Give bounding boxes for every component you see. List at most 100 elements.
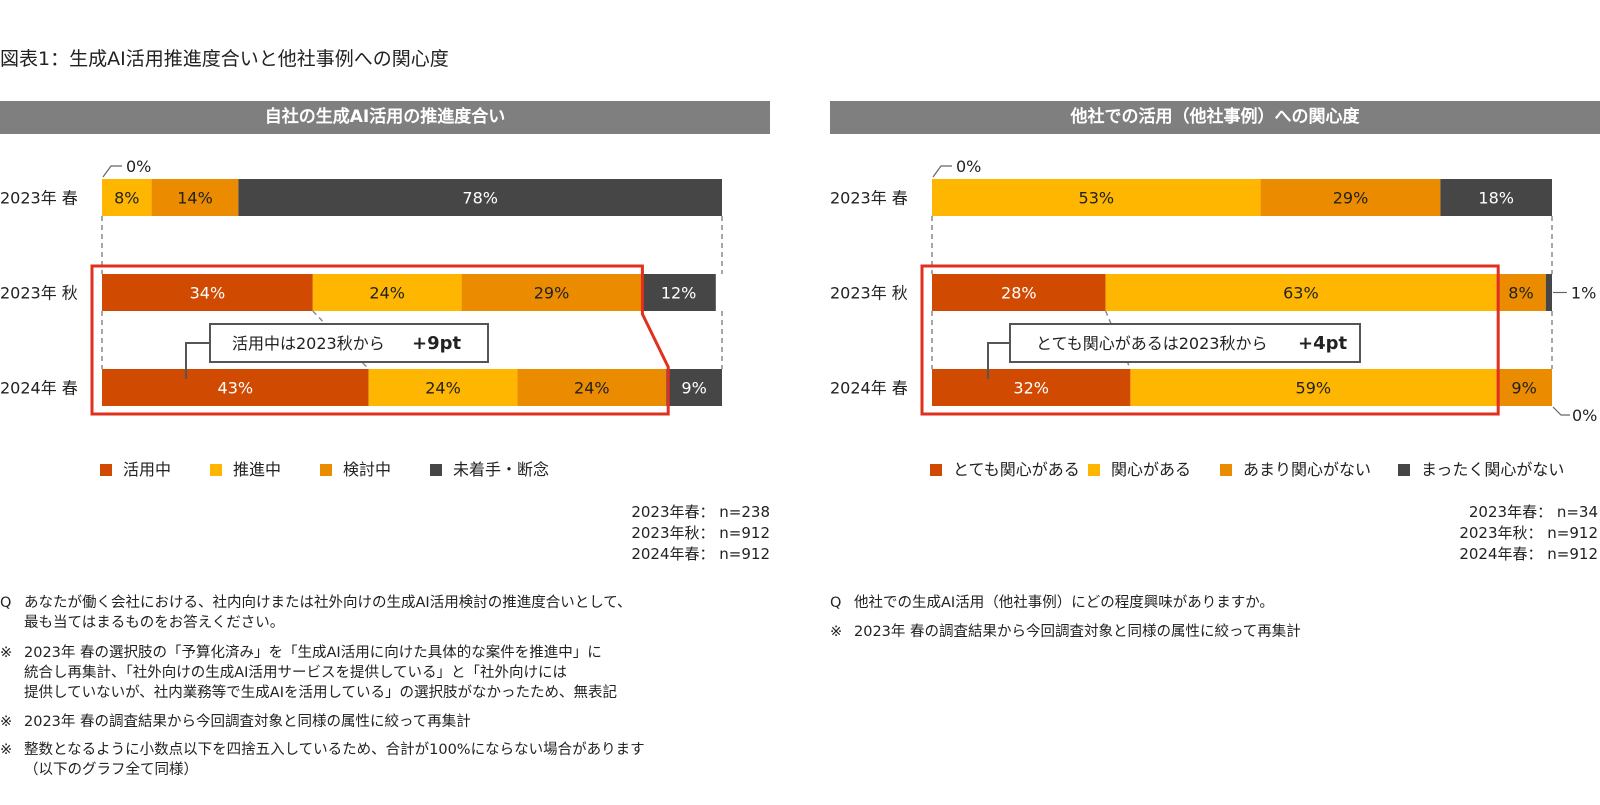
note-mark: ※ (830, 624, 843, 640)
legend-swatch (430, 464, 442, 476)
category-label: 2024年 春 (830, 379, 908, 398)
callout-emphasis: +4pt (1298, 333, 1347, 354)
chart-panel-adoption: 自社の生成AI活用の推進度合い 2023年 春 0% 8% 14% 78% 2023年 秋… (0, 101, 770, 479)
highlight-box (90, 264, 670, 416)
legend-label: 活用中 (123, 460, 171, 479)
sample-size-line: 2023年春： n=34 (1468, 503, 1598, 521)
bar-segment (151, 179, 239, 216)
bar-segment (1260, 179, 1441, 216)
value-label: 29% (1333, 189, 1369, 208)
bar-segment (461, 274, 642, 311)
callout-emphasis: +9pt (412, 333, 461, 354)
value-label: 18% (1478, 189, 1514, 208)
value-label: 59% (1296, 379, 1332, 398)
value-label: 63% (1283, 284, 1319, 303)
bar-segment (102, 369, 369, 406)
legend-swatch (1220, 464, 1232, 476)
bar-segment (1496, 369, 1552, 406)
bar-segment (238, 179, 722, 216)
callout-text: とても関心があるは2023秋から (1036, 334, 1267, 353)
panel-header-adoption: 自社の生成AI活用の推進度合い (0, 101, 770, 134)
bar-segment (102, 179, 152, 216)
sample-size-line: 2024年春： n=912 (631, 545, 770, 563)
category-label: 2023年 秋 (830, 284, 908, 303)
sample-size-line: 2023年秋： n=912 (1459, 524, 1598, 542)
bar-segment (517, 369, 667, 406)
value-label: 8% (114, 189, 139, 208)
highlight-box (920, 264, 1500, 416)
bar-segment (312, 274, 462, 311)
leader-line (932, 165, 952, 178)
value-label: 24% (574, 379, 610, 398)
category-label: 2023年 秋 (0, 284, 78, 303)
legend-label: 未着手・断念 (453, 460, 549, 479)
value-label: 28% (1001, 284, 1037, 303)
legend-swatch (210, 464, 222, 476)
legend-label: まったく関心がない (1421, 460, 1564, 479)
value-label: 14% (177, 189, 213, 208)
value-label: 0% (1572, 406, 1597, 425)
legend-label: あまり関心がない (1243, 460, 1371, 479)
callout-box (1009, 323, 1361, 363)
interest-chart: 2023年 春 0% 53% 29% 18% 2023年 秋 28% 63% 8% 1% 2024年… (830, 157, 1597, 479)
value-label: 32% (1013, 379, 1049, 398)
note-text: あなたが働く会社における、社内向けまたは社外向けの生成AI活用検討の推進度合いと… (24, 595, 632, 631)
category-label: 2024年 春 (0, 379, 78, 398)
note-mark: Q (0, 595, 12, 611)
page-title: 図表1：生成AI活用推進度合いと他社事例への関心度 (0, 48, 449, 70)
bar-segment (102, 274, 313, 311)
value-label: 0% (956, 157, 981, 176)
value-label: 78% (462, 189, 498, 208)
bar-segment (1545, 274, 1552, 311)
note-mark: Q (830, 595, 842, 611)
legend-swatch (1398, 464, 1410, 476)
legend-swatch (320, 464, 332, 476)
bar-segment (932, 179, 1261, 216)
legend-swatch (1088, 464, 1100, 476)
bar-segment (666, 369, 722, 406)
bar-segment (1496, 274, 1546, 311)
value-label: 9% (681, 379, 706, 398)
bar-segment (1105, 274, 1497, 311)
callout-box (209, 323, 489, 363)
leader-line (1552, 406, 1570, 416)
adoption-chart: 2023年 春 0% 8% 14% 78% 2023年 秋 34% 24% 29% 12% 2024… (0, 157, 723, 479)
sample-size-line: 2023年春： n=238 (631, 503, 770, 521)
bar-segment (641, 274, 716, 311)
note-mark: ※ (0, 714, 13, 730)
value-label: 8% (1508, 284, 1533, 303)
sample-size-line: 2024年春： n=912 (1459, 545, 1598, 563)
callout-pointer (987, 342, 1010, 379)
bar-segment (1130, 369, 1497, 406)
sample-size-adoption: 2023年春： n=238 2023年秋： n=912 2024年春： n=91… (540, 502, 770, 565)
bar-segment (932, 369, 1131, 406)
note-mark: ※ (0, 742, 13, 758)
note-text: 2023年 春の選択肢の「予算化済み」を「生成AI活用に向けた具体的な案件を推進… (24, 645, 618, 701)
value-label: 34% (190, 284, 226, 303)
callout-text: 活用中は2023秋から (232, 334, 385, 353)
callout-pointer (185, 342, 210, 379)
value-label: 53% (1079, 189, 1115, 208)
legend-label: 検討中 (343, 460, 391, 479)
chart-panel-interest: 他社での活用（他社事例）への関心度 2023年 春 0% 53% 29% 18% 2023… (830, 101, 1600, 479)
note-text: 2023年 春の調査結果から今回調査対象と同様の属性に絞って再集計 (24, 714, 471, 730)
sample-size-interest: 2023年春： n=34 2023年秋： n=912 2024年春： n=912 (1400, 502, 1598, 565)
legend-label: 関心がある (1111, 460, 1191, 479)
value-label: 43% (218, 379, 254, 398)
value-label: 9% (1511, 379, 1536, 398)
note-text: 整数となるように小数点以下を四捨五入しているため、合計が100%にならない場合が… (24, 742, 645, 778)
legend-label: とても関心がある (953, 460, 1080, 479)
leader-line (102, 165, 122, 178)
sample-size-line: 2023年秋： n=912 (631, 524, 770, 542)
legend-label: 推進中 (233, 460, 281, 479)
note-text: 他社での生成AI活用（他社事例）にどの程度興味がありますか。 (854, 595, 1274, 611)
category-label: 2023年 春 (830, 189, 908, 208)
value-label: 0% (126, 157, 151, 176)
legend-swatch (100, 464, 112, 476)
bar-segment (368, 369, 518, 406)
value-label: 24% (369, 284, 405, 303)
value-label: 29% (534, 284, 570, 303)
value-label: 12% (661, 284, 697, 303)
note-mark: ※ (0, 645, 13, 661)
panel-header-interest: 他社での活用（他社事例）への関心度 (830, 101, 1600, 134)
